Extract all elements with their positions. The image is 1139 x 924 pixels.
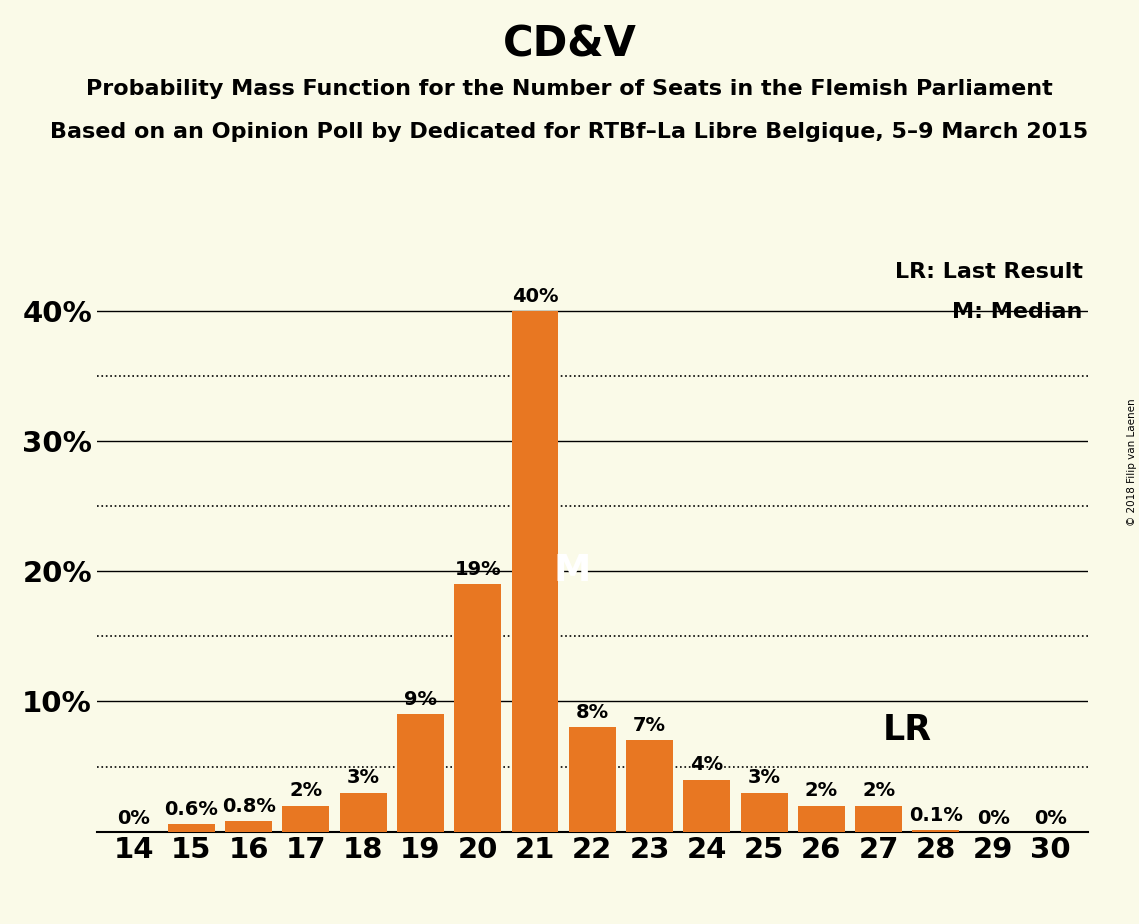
- Text: 9%: 9%: [404, 690, 437, 710]
- Text: 8%: 8%: [575, 703, 609, 723]
- Bar: [398, 714, 444, 832]
- Bar: [167, 824, 215, 832]
- Text: 3%: 3%: [747, 769, 780, 787]
- Bar: [339, 793, 386, 832]
- Text: 7%: 7%: [633, 716, 666, 736]
- Text: 2%: 2%: [862, 782, 895, 800]
- Bar: [798, 806, 845, 832]
- Bar: [454, 584, 501, 832]
- Text: 0%: 0%: [1034, 808, 1067, 828]
- Text: 0.1%: 0.1%: [909, 806, 962, 825]
- Bar: [511, 310, 558, 832]
- Text: 2%: 2%: [289, 782, 322, 800]
- Text: 0%: 0%: [977, 808, 1009, 828]
- Text: 0.8%: 0.8%: [222, 797, 276, 816]
- Bar: [568, 727, 616, 832]
- Bar: [855, 806, 902, 832]
- Bar: [626, 740, 673, 832]
- Text: 2%: 2%: [805, 782, 838, 800]
- Text: M: Median: M: Median: [952, 301, 1083, 322]
- Text: CD&V: CD&V: [502, 23, 637, 65]
- Text: LR: LR: [883, 713, 932, 747]
- Text: M: M: [554, 553, 591, 590]
- Text: 3%: 3%: [346, 769, 379, 787]
- Text: 40%: 40%: [511, 286, 558, 306]
- Text: LR: Last Result: LR: Last Result: [895, 261, 1083, 282]
- Text: © 2018 Filip van Laenen: © 2018 Filip van Laenen: [1126, 398, 1137, 526]
- Text: Probability Mass Function for the Number of Seats in the Flemish Parliament: Probability Mass Function for the Number…: [87, 79, 1052, 99]
- Bar: [683, 780, 730, 832]
- Bar: [912, 831, 959, 832]
- Text: 0%: 0%: [117, 808, 150, 828]
- Text: 19%: 19%: [454, 560, 501, 579]
- Bar: [740, 793, 787, 832]
- Text: 0.6%: 0.6%: [164, 799, 219, 819]
- Text: 4%: 4%: [690, 755, 723, 774]
- Bar: [282, 806, 329, 832]
- Text: Based on an Opinion Poll by Dedicated for RTBf–La Libre Belgique, 5–9 March 2015: Based on an Opinion Poll by Dedicated fo…: [50, 122, 1089, 142]
- Bar: [226, 821, 272, 832]
